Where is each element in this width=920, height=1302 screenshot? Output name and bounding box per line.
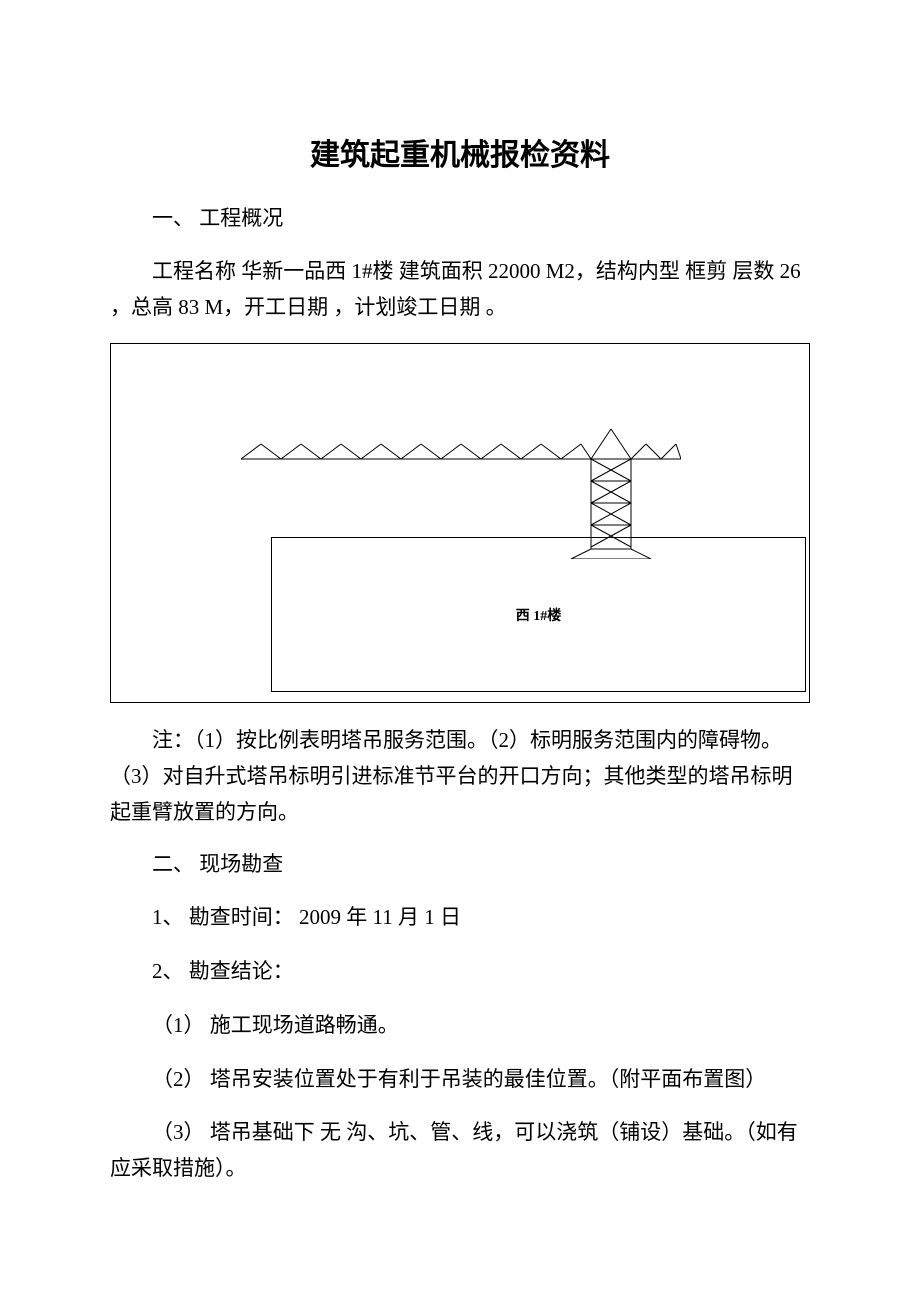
- section-2-sub-2: （2） 塔吊安装位置处于有利于吊装的最佳位置。（附平面布置图）: [110, 1062, 810, 1098]
- building-label: 西 1#楼: [516, 605, 562, 625]
- section-2-sub-1: （1） 施工现场道路畅通。: [110, 1008, 810, 1044]
- section-1-header: 一、 工程概况: [110, 202, 810, 232]
- section-2-header: 二、 现场勘查: [110, 848, 810, 878]
- building-box: 西 1#楼: [271, 537, 806, 692]
- section-1-paragraph: 工程名称 华新一品西 1#楼 建筑面积 22000 M2，结构内型 框剪 层数 …: [110, 254, 810, 325]
- diagram-note: 注：（1）按比例表明塔吊服务范围。（2）标明服务范围内的障碍物。（3）对自升式塔…: [110, 723, 810, 830]
- section-2-item-1: 1、 勘查时间： 2009 年 11 月 1 日: [110, 900, 810, 936]
- section-2-item-2: 2、 勘查结论：: [110, 954, 810, 990]
- document-title: 建筑起重机械报检资料: [110, 130, 810, 174]
- content-wrapper: 建筑起重机械报检资料 一、 工程概况 工程名称 华新一品西 1#楼 建筑面积 2…: [110, 130, 810, 1187]
- crane-diagram: 西 1#楼: [110, 343, 810, 703]
- section-2-sub-3: （3） 塔吊基础下 无 沟、坑、管、线，可以浇筑（铺设）基础。（如有应采取措施）…: [110, 1115, 810, 1186]
